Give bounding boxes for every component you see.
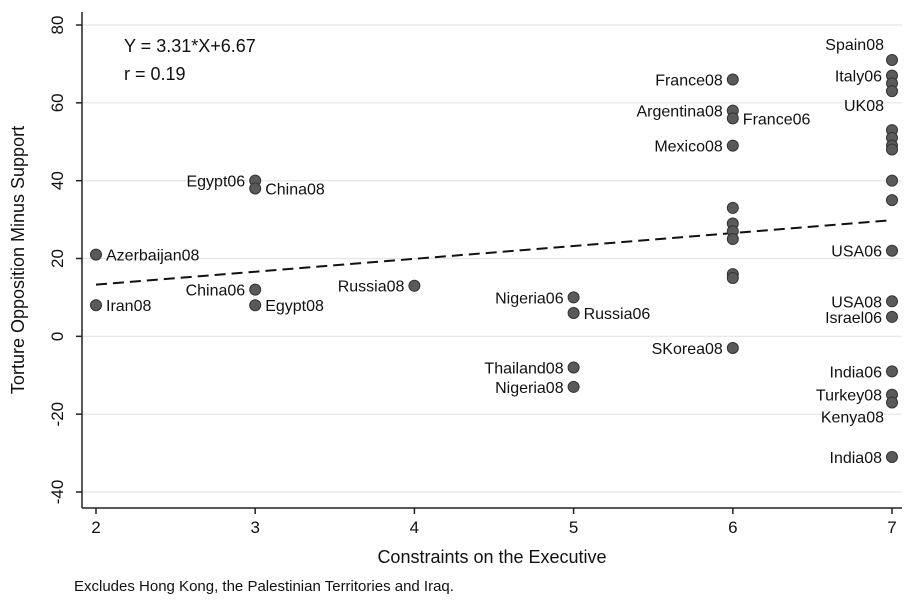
point-label: Russia08 bbox=[338, 279, 405, 296]
point-label: India06 bbox=[830, 364, 883, 381]
y-axis-ticks: 80 60 40 20 0 -20 -40 bbox=[48, 16, 82, 505]
point-label: Mexico08 bbox=[654, 139, 723, 156]
regression-equation: Y = 3.31*X+6.67 bbox=[124, 36, 256, 56]
x-axis-label: Constraints on the Executive bbox=[377, 547, 606, 567]
data-point bbox=[886, 295, 898, 308]
data-point bbox=[567, 380, 580, 393]
data-point bbox=[249, 182, 262, 195]
data-point bbox=[567, 291, 580, 304]
y-tick-label: 40 bbox=[48, 171, 67, 190]
footnote: Excludes Hong Kong, the Palestinian Terr… bbox=[74, 578, 454, 595]
data-point bbox=[90, 248, 102, 261]
point-label: Azerbaijan08 bbox=[106, 248, 200, 265]
point-label: Israel06 bbox=[825, 310, 882, 327]
data-point bbox=[249, 299, 262, 312]
point-labels: Azerbaijan08 Iran08 Egypt06 China08 China06 E… bbox=[106, 37, 884, 467]
data-point bbox=[886, 244, 898, 257]
point-label: Argentina08 bbox=[637, 104, 723, 121]
y-tick-label: 80 bbox=[48, 16, 67, 35]
x-tick-label: 7 bbox=[887, 518, 896, 537]
data-point bbox=[726, 73, 739, 86]
point-label: France06 bbox=[743, 111, 811, 128]
x-tick-label: 4 bbox=[410, 518, 419, 537]
point-label: UK08 bbox=[844, 98, 884, 115]
x-axis-ticks: 2 3 4 5 6 7 bbox=[91, 508, 897, 537]
data-point bbox=[726, 271, 739, 284]
y-axis-label: Torture Opposition Minus Support bbox=[8, 126, 28, 394]
data-point bbox=[90, 299, 102, 312]
data-point bbox=[726, 233, 739, 246]
point-label: China06 bbox=[186, 283, 246, 300]
data-point bbox=[886, 365, 898, 378]
point-label: Iran08 bbox=[106, 298, 151, 315]
data-point bbox=[886, 450, 898, 463]
gridlines bbox=[82, 24, 902, 493]
point-label: China08 bbox=[265, 181, 325, 198]
y-tick-label: -40 bbox=[48, 480, 67, 505]
data-point bbox=[886, 194, 898, 207]
point-label: Italy06 bbox=[835, 69, 882, 86]
data-point bbox=[886, 174, 898, 187]
point-label: Russia06 bbox=[584, 306, 651, 323]
point-label: Nigeria06 bbox=[495, 290, 564, 307]
data-point bbox=[408, 279, 421, 292]
y-tick-label: 60 bbox=[48, 93, 67, 112]
data-point bbox=[886, 310, 898, 323]
point-label: India08 bbox=[830, 450, 883, 467]
data-point bbox=[886, 85, 898, 98]
data-point bbox=[726, 342, 739, 355]
point-label: Spain08 bbox=[825, 37, 884, 54]
data-point bbox=[726, 201, 739, 214]
point-label: Thailand08 bbox=[484, 360, 563, 377]
data-point bbox=[249, 283, 262, 296]
point-label: France08 bbox=[655, 72, 723, 89]
y-tick-label: 20 bbox=[48, 249, 67, 268]
point-label: USA06 bbox=[831, 244, 882, 261]
data-point bbox=[886, 396, 898, 409]
x-tick-label: 3 bbox=[250, 518, 259, 537]
point-label: Kenya08 bbox=[821, 409, 884, 426]
regression-line bbox=[95, 219, 893, 286]
y-tick-label: 0 bbox=[48, 332, 67, 341]
correlation-text: r = 0.19 bbox=[124, 64, 186, 84]
point-label: SKorea08 bbox=[652, 341, 723, 358]
point-label: Egypt06 bbox=[186, 174, 245, 191]
point-label: Nigeria08 bbox=[495, 380, 564, 397]
data-point bbox=[886, 54, 898, 67]
point-label: Turkey08 bbox=[816, 388, 882, 405]
x-tick-label: 6 bbox=[728, 518, 737, 537]
data-point bbox=[567, 361, 580, 374]
point-label: Egypt08 bbox=[265, 298, 324, 315]
point-label: USA08 bbox=[831, 294, 882, 311]
data-point bbox=[567, 306, 580, 319]
data-points bbox=[90, 54, 898, 463]
y-tick-label: -20 bbox=[48, 402, 67, 427]
x-tick-label: 5 bbox=[569, 518, 578, 537]
data-point bbox=[886, 143, 898, 156]
data-point bbox=[726, 139, 739, 152]
x-tick-label: 2 bbox=[91, 518, 100, 537]
data-point bbox=[726, 112, 739, 125]
